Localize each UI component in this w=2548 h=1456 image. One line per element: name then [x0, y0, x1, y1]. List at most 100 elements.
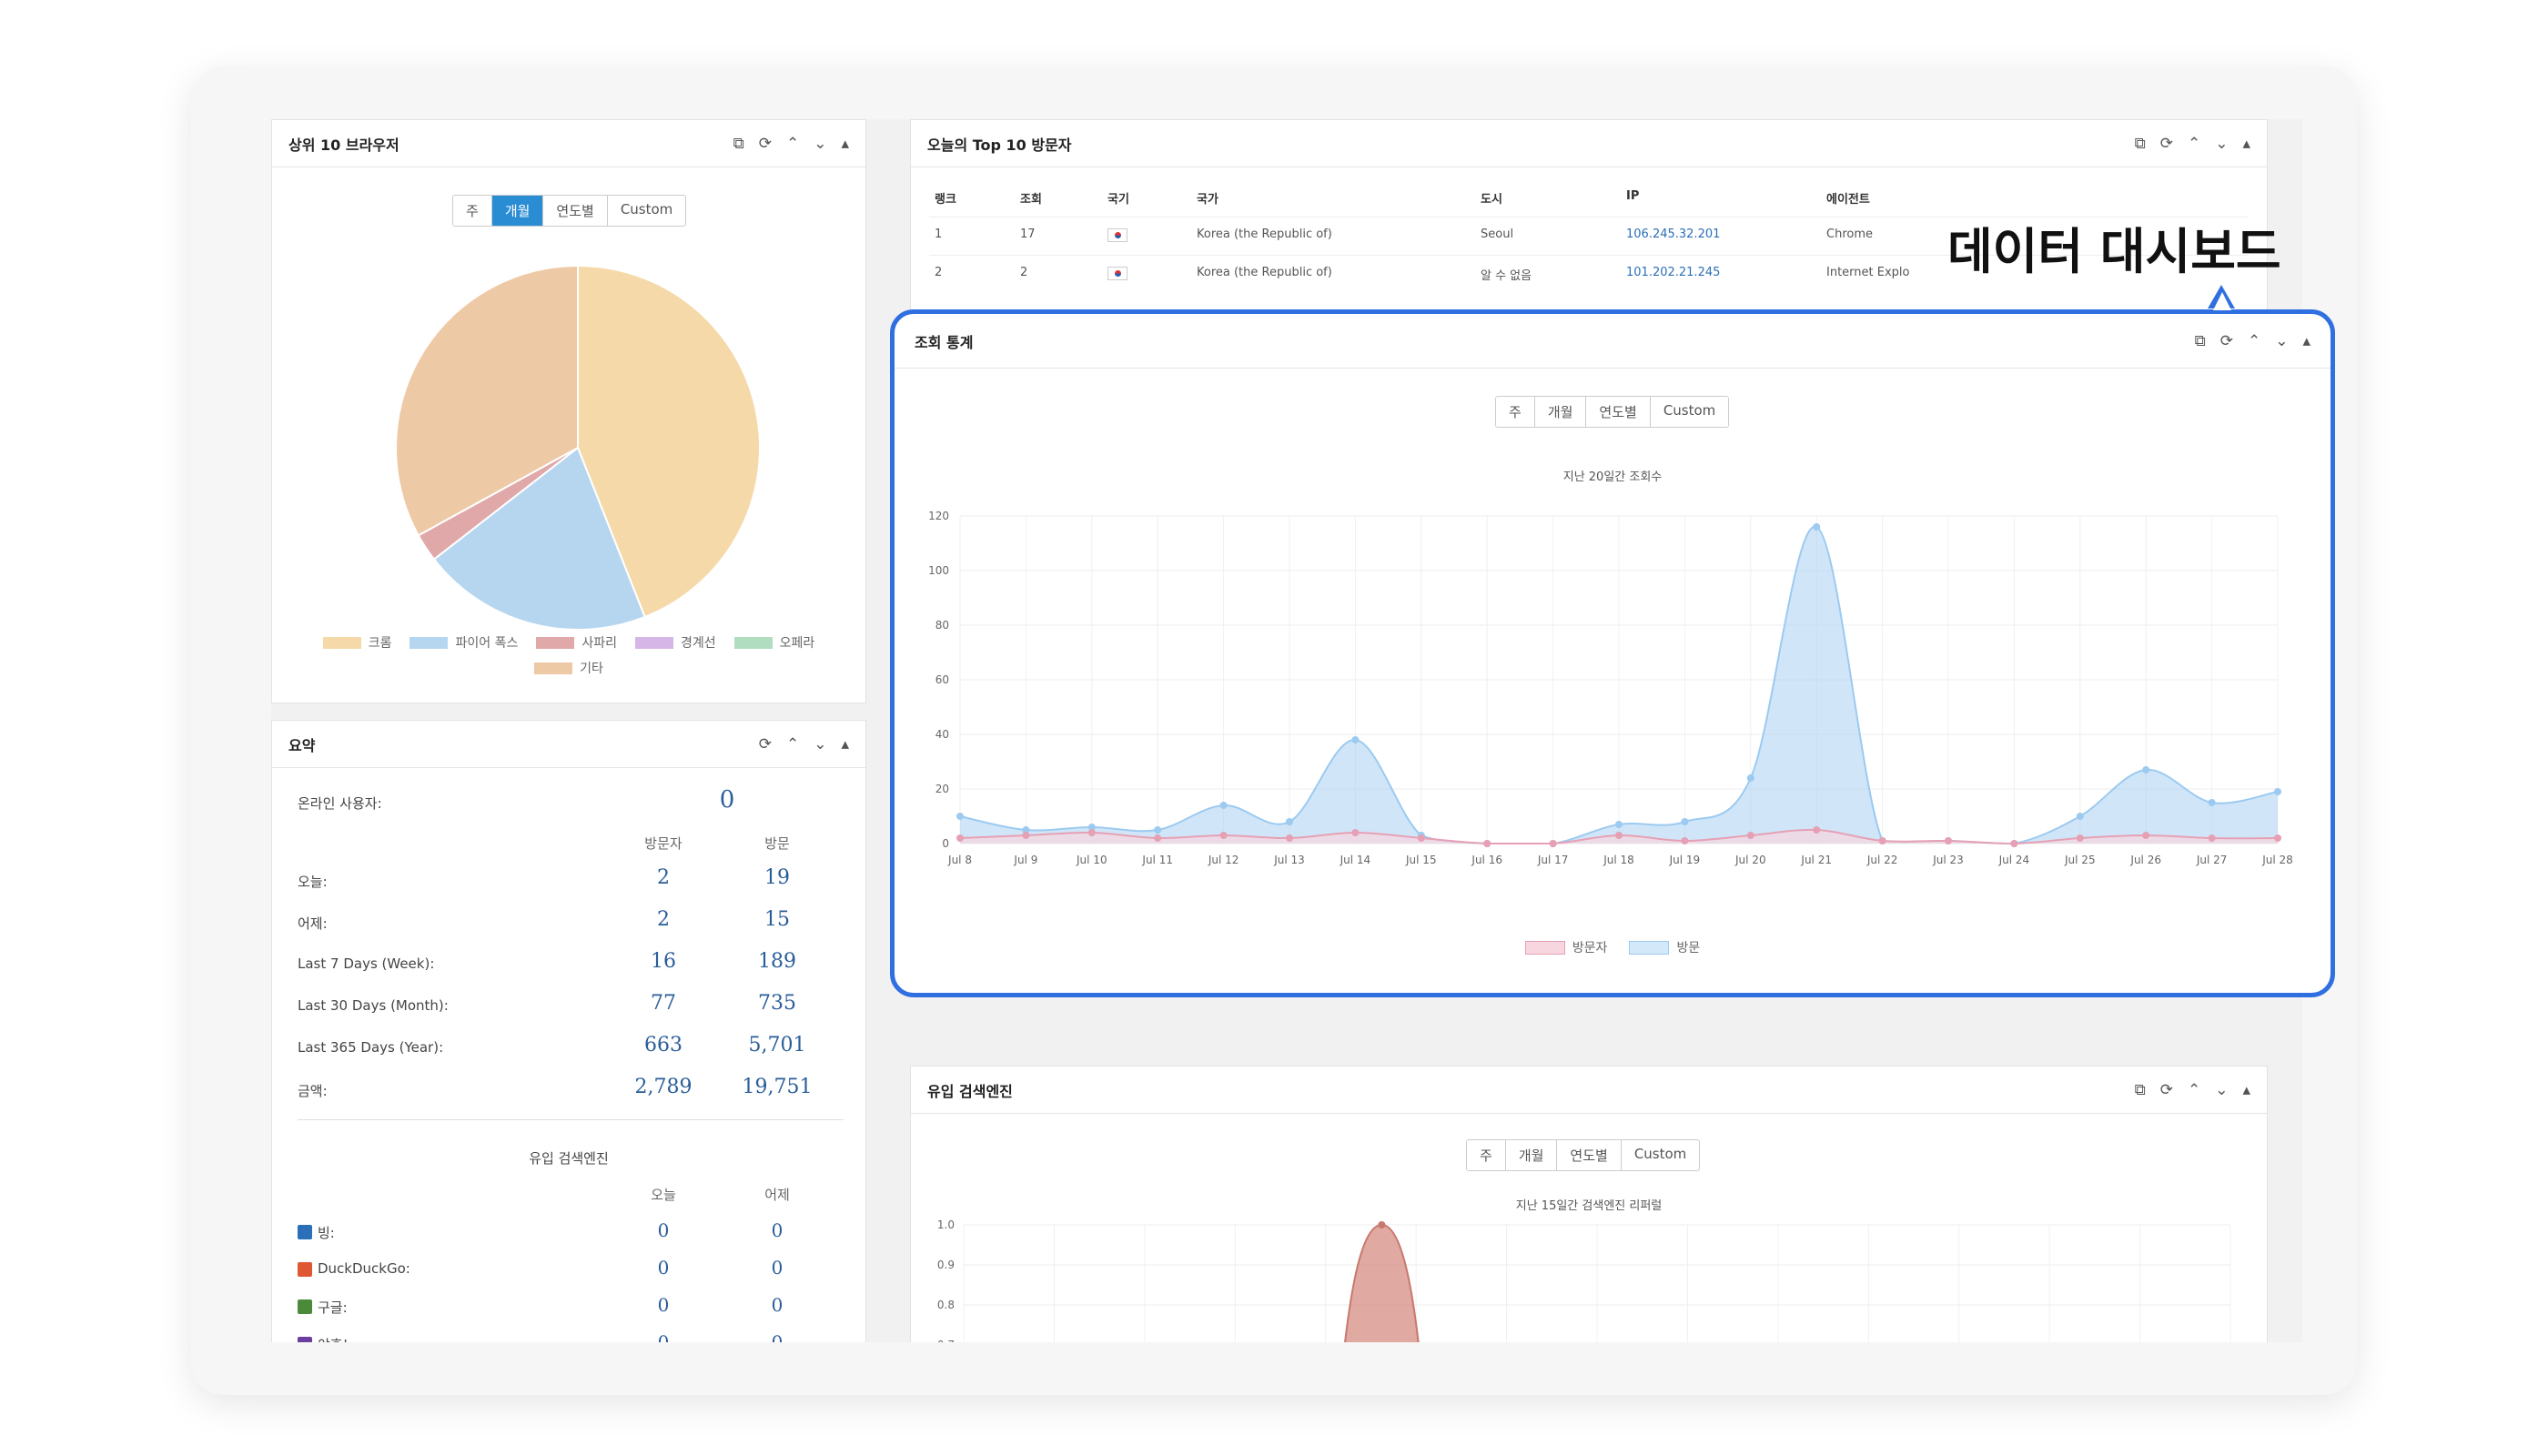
data-point[interactable] — [1945, 837, 1952, 844]
chevron-down-icon[interactable]: ⌄ — [814, 734, 827, 753]
chevron-up-icon[interactable]: ⌃ — [785, 134, 800, 153]
data-point[interactable] — [956, 813, 964, 820]
data-point[interactable] — [1154, 826, 1162, 834]
chevron-up-icon[interactable]: ⌃ — [2187, 134, 2201, 153]
external-link-icon[interactable]: ⧉ — [2134, 1080, 2146, 1099]
data-point[interactable] — [1022, 826, 1030, 834]
data-point[interactable] — [2010, 840, 2018, 847]
data-point[interactable] — [1219, 802, 1228, 809]
column-header[interactable]: 국기 — [1107, 193, 1129, 207]
pie-legend-item[interactable]: 크롬 — [322, 633, 391, 652]
tab-custom[interactable]: Custom — [620, 201, 673, 217]
tab-year[interactable]: 연도별 — [1557, 1140, 1622, 1170]
tab-year[interactable]: 연도별 — [543, 196, 608, 226]
data-point[interactable] — [1615, 832, 1623, 839]
data-point[interactable] — [1681, 818, 1689, 825]
pie-legend-item[interactable]: 오페라 — [733, 633, 814, 652]
data-point[interactable] — [1681, 837, 1689, 844]
period-tabs: 주 개월 연도별 Custom — [452, 195, 687, 227]
external-link-icon[interactable]: ⧉ — [2194, 331, 2206, 350]
data-point[interactable] — [1154, 834, 1162, 842]
data-point[interactable] — [2274, 834, 2281, 842]
data-point[interactable] — [2142, 832, 2150, 839]
data-point[interactable] — [1878, 837, 1886, 844]
pie-legend-item[interactable]: 사파리 — [536, 633, 617, 652]
data-point[interactable] — [1219, 832, 1228, 839]
data-point[interactable] — [956, 834, 964, 842]
data-point[interactable] — [1549, 840, 1557, 847]
pie-legend-item[interactable]: 기타 — [534, 659, 603, 677]
table-cell-ip[interactable]: 106.245.32.201 — [1626, 228, 1721, 241]
chevron-down-icon[interactable]: ⌄ — [2275, 331, 2289, 350]
data-point[interactable] — [1286, 834, 1293, 842]
pie-legend-item[interactable]: 경계선 — [634, 633, 716, 652]
data-point[interactable] — [1483, 840, 1491, 847]
refresh-icon[interactable]: ⟳ — [2159, 134, 2173, 153]
data-point[interactable] — [1022, 832, 1030, 839]
column-header[interactable]: 에이전트 — [1826, 193, 1870, 207]
pie-slice[interactable] — [432, 446, 646, 631]
column-header[interactable]: IP — [1626, 189, 1640, 203]
data-point[interactable] — [2208, 834, 2216, 842]
data-point[interactable] — [1351, 736, 1360, 743]
tab-week[interactable]: 주 — [1496, 397, 1535, 427]
tab-week[interactable]: 주 — [453, 196, 492, 226]
column-header[interactable]: 랭크 — [935, 193, 956, 207]
data-point[interactable] — [1087, 829, 1096, 836]
external-link-icon[interactable]: ⧉ — [2134, 134, 2146, 153]
chevron-up-icon[interactable]: ⌃ — [2187, 1080, 2201, 1099]
data-point[interactable] — [1813, 826, 1821, 834]
data-point[interactable] — [1746, 774, 1754, 782]
legend-label: 사파리 — [581, 636, 617, 651]
x-tick-label: Jul 15 — [1405, 854, 1437, 866]
x-tick-label: Jul 27 — [2196, 854, 2228, 866]
tab-month[interactable]: 개월 — [1506, 1140, 1558, 1170]
data-point[interactable] — [1378, 1221, 1386, 1228]
pie-legend-item[interactable]: 파이어 폭스 — [410, 633, 518, 652]
data-point[interactable] — [2208, 799, 2216, 806]
x-tick-label: Jul 17 — [1537, 854, 1569, 866]
refresh-icon[interactable]: ⟳ — [2219, 331, 2233, 350]
data-point[interactable] — [2142, 766, 2150, 774]
tab-custom[interactable]: Custom — [1663, 402, 1716, 419]
data-point[interactable] — [2076, 834, 2084, 842]
data-point[interactable] — [2076, 813, 2084, 820]
refresh-icon[interactable]: ⟳ — [758, 734, 772, 753]
data-point[interactable] — [1351, 829, 1360, 836]
refresh-icon[interactable]: ⟳ — [2159, 1080, 2173, 1099]
tab-month[interactable]: 개월 — [491, 196, 544, 226]
chevron-down-icon[interactable]: ⌄ — [814, 134, 827, 153]
chevron-down-icon[interactable]: ⌄ — [2215, 134, 2229, 153]
tab-custom[interactable]: Custom — [1633, 1146, 1687, 1162]
chevron-up-icon[interactable]: ⌃ — [2247, 331, 2261, 350]
data-point[interactable] — [1813, 523, 1821, 531]
collapse-icon[interactable]: ▴ — [2242, 134, 2250, 153]
column-header[interactable]: 조회 — [1020, 193, 1042, 207]
table-cell-ip[interactable]: 101.202.21.245 — [1626, 266, 1721, 279]
data-point[interactable] — [2274, 788, 2281, 795]
data-point[interactable] — [1615, 821, 1623, 828]
column-header[interactable]: 국가 — [1197, 193, 1218, 207]
collapse-icon[interactable]: ▴ — [2242, 1080, 2250, 1099]
tab-week[interactable]: 주 — [1467, 1140, 1506, 1170]
external-link-icon[interactable]: ⧉ — [733, 134, 744, 153]
data-point[interactable] — [1087, 824, 1096, 831]
collapse-icon[interactable]: ▴ — [841, 734, 849, 753]
chevron-up-icon[interactable]: ⌃ — [785, 734, 800, 753]
collapse-icon[interactable]: ▴ — [841, 134, 849, 153]
chevron-down-icon[interactable]: ⌄ — [2215, 1080, 2229, 1099]
pie-slice[interactable] — [577, 264, 761, 619]
data-point[interactable] — [1746, 832, 1754, 839]
summary-row-visits: 735 — [758, 992, 796, 1015]
panel-header: 유입 검색엔진 ⧉ ⟳ ⌃ ⌄ ▴ — [911, 1067, 2267, 1114]
y-tick-label: 80 — [935, 619, 949, 632]
panel-header: 요약 ⟳ ⌃ ⌄ ▴ — [272, 721, 865, 768]
collapse-icon[interactable]: ▴ — [2302, 331, 2310, 350]
column-header[interactable]: 도시 — [1481, 193, 1502, 207]
pie-slice[interactable] — [395, 264, 579, 537]
data-point[interactable] — [1417, 834, 1425, 842]
data-point[interactable] — [1286, 818, 1293, 825]
tab-month[interactable]: 개월 — [1535, 397, 1587, 427]
tab-year[interactable]: 연도별 — [1586, 397, 1651, 427]
refresh-icon[interactable]: ⟳ — [758, 134, 772, 153]
